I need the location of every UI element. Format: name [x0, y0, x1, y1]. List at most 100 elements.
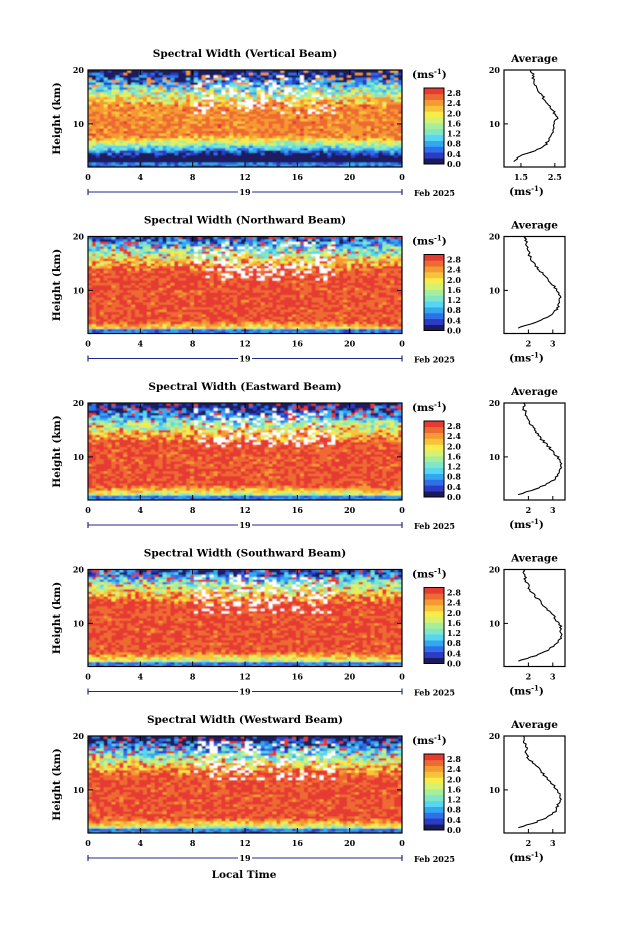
- colorbar-tick-label: 0.4: [447, 482, 461, 492]
- colorbar-swatch: [424, 818, 444, 825]
- colorbar-unit: (ms-1): [412, 67, 447, 81]
- colorbar-swatch: [424, 283, 444, 290]
- colorbar-swatch: [424, 272, 444, 279]
- x-tick-label: 0: [399, 672, 405, 682]
- y-axis-label: Height (km): [51, 249, 63, 321]
- date-label-mask: [238, 187, 252, 197]
- x-tick-label: 12: [239, 505, 250, 515]
- colorbar-swatch: [424, 318, 444, 325]
- colorbar-tick-label: 0.0: [447, 659, 461, 669]
- x-tick-label: 8: [190, 505, 196, 515]
- colorbar-swatch: [424, 759, 444, 766]
- colorbar-swatch: [424, 651, 444, 658]
- x-tick-label: 0: [85, 838, 91, 848]
- x-tick-label: 0: [399, 838, 405, 848]
- colorbar-swatch: [424, 777, 444, 784]
- colorbar-tick-label: 2.4: [447, 598, 461, 608]
- average-x-tick-label: 3: [550, 339, 556, 349]
- average-x-tick-label: 2: [526, 505, 532, 515]
- colorbar-swatch: [424, 812, 444, 819]
- x-tick-label: 12: [239, 672, 250, 682]
- y-axis-label: Height (km): [51, 415, 63, 487]
- colorbar-swatch: [424, 295, 444, 302]
- colorbar-tick-label: 0.8: [447, 139, 461, 149]
- y-tick-label: 10: [73, 119, 85, 129]
- average-y-tick-label: 10: [489, 785, 501, 795]
- y-tick-label: 20: [73, 65, 85, 75]
- month-label: Feb 2025: [414, 355, 455, 365]
- colorbar-tick-label: 2.8: [447, 255, 461, 265]
- x-tick-label: 8: [190, 339, 196, 349]
- x-tick-label: 20: [344, 838, 356, 848]
- chart-panel-3: Spectral Width (Eastward Beam)2010Height…: [51, 381, 566, 531]
- average-x-label: (ms-1): [509, 850, 544, 864]
- average-x-tick-label: 2.5: [548, 172, 562, 182]
- y-tick-label: 10: [73, 618, 85, 628]
- x-tick-label: 16: [292, 339, 304, 349]
- heatmap-cells: [88, 70, 403, 168]
- colorbar-swatch: [424, 307, 444, 314]
- colorbar-tick-label: 2.0: [447, 774, 461, 784]
- colorbar-swatch: [424, 765, 444, 772]
- figure-panels: Spectral Width (Vertical Beam)2010Height…: [51, 48, 566, 864]
- colorbar-tick-label: 2.0: [447, 275, 461, 285]
- colorbar-swatch: [424, 593, 444, 600]
- colorbar-unit-superscript: -1: [434, 67, 442, 76]
- average-y-tick-label: 20: [489, 65, 501, 75]
- average-x-label: (ms-1): [509, 684, 544, 698]
- date-tick-label: 19: [239, 687, 251, 697]
- colorbar-tick-label: 2.8: [447, 588, 461, 598]
- colorbar-tick-label: 0.4: [447, 315, 461, 325]
- colorbar-swatch: [424, 128, 444, 136]
- y-axis-label: Height (km): [51, 82, 63, 154]
- average-y-tick-label: 20: [489, 232, 501, 242]
- colorbar-swatch: [424, 117, 444, 124]
- heatmap-cells: [88, 403, 403, 501]
- average-frame: [503, 735, 566, 834]
- colorbar-swatch: [424, 277, 444, 285]
- average-x-label: (ms-1): [509, 517, 544, 531]
- colorbar-tick-label: 0.4: [447, 149, 461, 159]
- chart-panel-2: Spectral Width (Northward Beam)2010Heigh…: [51, 215, 566, 365]
- colorbar-tick-label: 1.2: [447, 129, 461, 139]
- colorbar-tick-label: 2.4: [447, 764, 461, 774]
- panel-title: Spectral Width (Vertical Beam): [153, 48, 337, 60]
- colorbar-swatch: [424, 645, 444, 653]
- x-tick-label: 4: [138, 339, 144, 349]
- month-label: Feb 2025: [414, 521, 455, 531]
- colorbar-swatch: [424, 806, 444, 813]
- x-tick-label: 8: [190, 838, 196, 848]
- y-axis-label: Height (km): [51, 582, 63, 654]
- colorbar-swatch: [424, 605, 444, 612]
- date-label-mask: [238, 853, 252, 863]
- colorbar-swatch: [424, 444, 444, 451]
- colorbar-tick-label: 1.2: [447, 295, 461, 305]
- x-tick-label: 12: [239, 838, 250, 848]
- average-title: Average: [510, 719, 558, 731]
- colorbar-swatch: [424, 616, 444, 623]
- colorbar-swatch: [424, 111, 444, 118]
- colorbar-swatch: [424, 485, 444, 492]
- colorbar-swatch: [424, 473, 444, 480]
- colorbar-swatch: [424, 134, 444, 141]
- average-x-tick-label: 1.5: [514, 172, 528, 182]
- colorbar-swatch: [424, 432, 444, 439]
- date-tick-label: 19: [239, 354, 251, 364]
- average-title: Average: [510, 220, 558, 232]
- average-x-label: (ms-1): [509, 184, 544, 198]
- average-title: Average: [510, 553, 558, 565]
- x-tick-label: 0: [85, 672, 91, 682]
- average-profile-line: [518, 402, 563, 496]
- colorbar-unit: (ms-1): [412, 400, 447, 414]
- heatmap-cells: [88, 236, 403, 334]
- chart-panel-1: Spectral Width (Vertical Beam) 20 10 Height…: [51, 48, 566, 198]
- colorbar-swatch: [424, 622, 444, 629]
- x-tick-label: 8: [190, 172, 196, 182]
- colorbar-swatch: [424, 301, 444, 308]
- panel-title: Spectral Width (Westward Beam): [147, 714, 343, 726]
- average-x-label: (ms-1): [509, 351, 544, 365]
- colorbar-swatch: [424, 634, 444, 641]
- y-tick-label: 10: [73, 285, 85, 295]
- average-profile-line: [513, 69, 559, 163]
- y-tick-label: 10: [73, 785, 85, 795]
